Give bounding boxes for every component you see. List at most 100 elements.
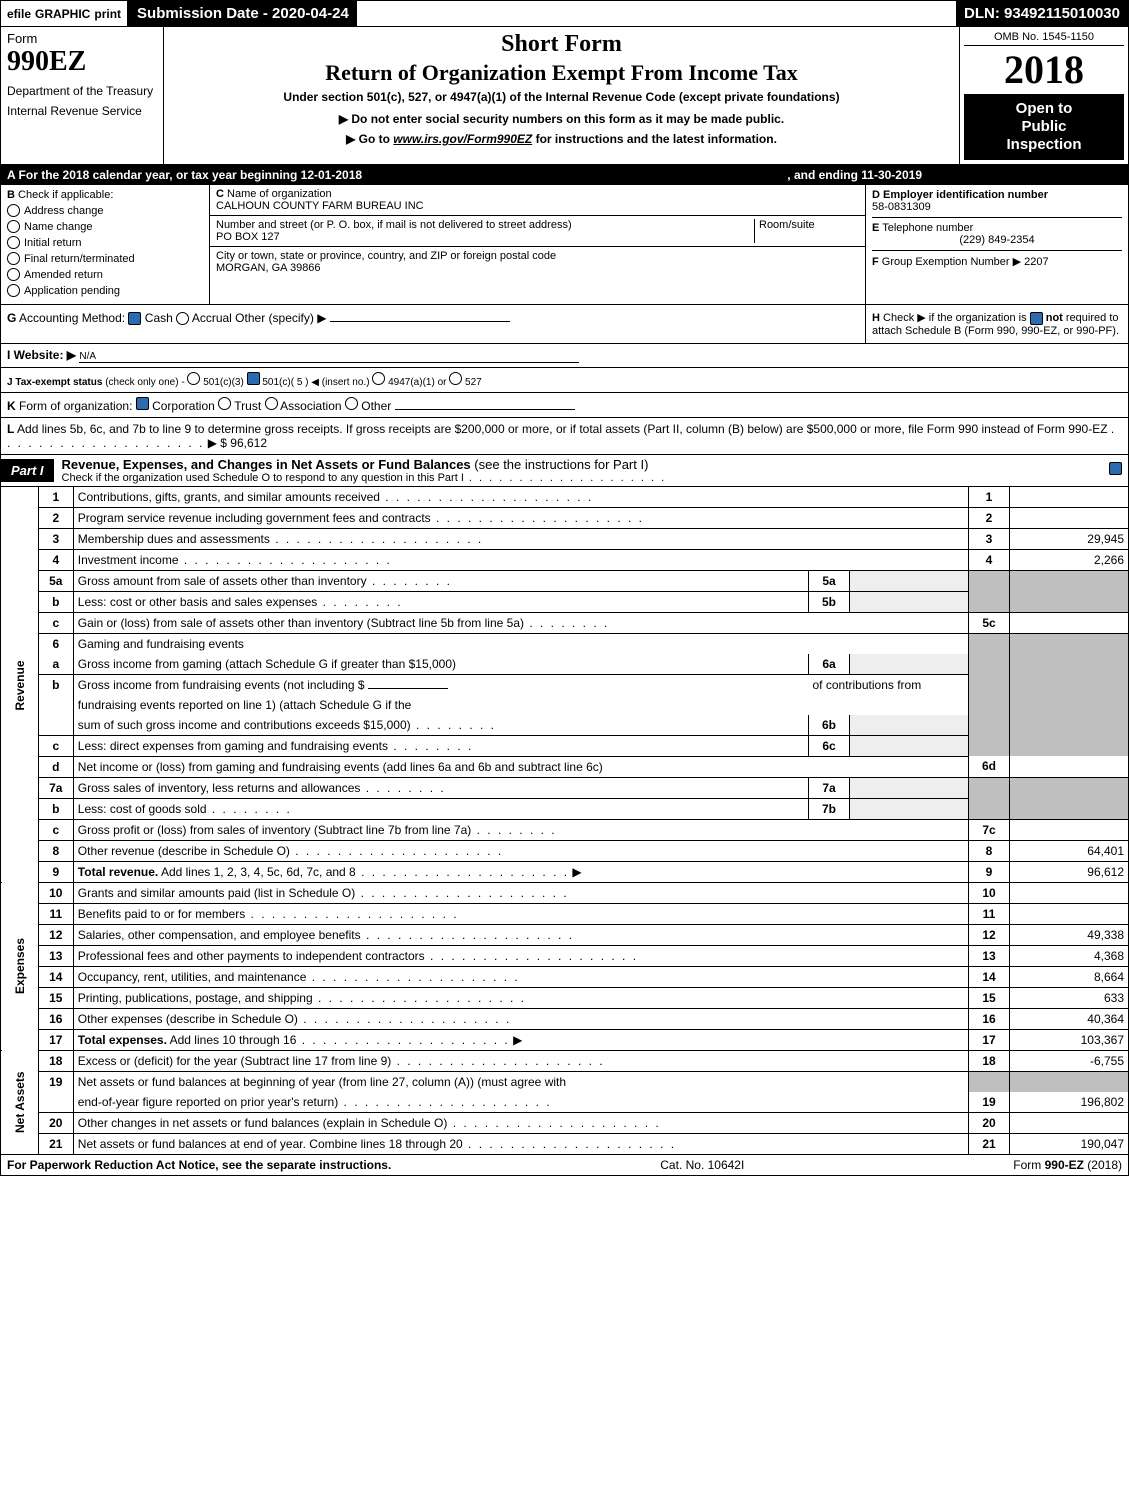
header-left: Form 990EZ Department of the Treasury In…: [1, 27, 164, 164]
ein-value: 58-0831309: [872, 201, 1122, 213]
tax-exempt-status-row: J Tax-exempt status (check only one) - 5…: [0, 368, 1129, 393]
chk-527[interactable]: [449, 372, 462, 385]
h-text: Check ▶ if the organization is: [883, 312, 1030, 324]
chk-name-change[interactable]: Name change: [7, 220, 203, 233]
d-label: D Employer identification number: [872, 189, 1122, 201]
line-5b: b Less: cost or other basis and sales ex…: [1, 591, 1129, 612]
telephone-block: E Telephone number (229) 849-2354: [872, 222, 1122, 251]
l-amount: 96,612: [230, 436, 267, 450]
top-bar: efile GRAPHIC print Submission Date - 20…: [0, 0, 1129, 27]
netassets-side-label: Net Assets: [1, 1050, 39, 1154]
dept-irs: Internal Revenue Service: [7, 104, 157, 118]
goto-post: for instructions and the latest informat…: [532, 132, 777, 146]
efile-link[interactable]: efile GRAPHIC print: [1, 1, 129, 26]
f-label: F: [872, 256, 879, 268]
line-8: 8 Other revenue (describe in Schedule O)…: [1, 840, 1129, 861]
short-form-title: Short Form: [172, 31, 951, 58]
line-6d: d Net income or (loss) from gaming and f…: [1, 756, 1129, 777]
chk-application-pending[interactable]: Application pending: [7, 284, 203, 297]
form-of-org-row: K Form of organization: Corporation Trus…: [0, 393, 1129, 418]
omb-number: OMB No. 1545-1150: [964, 31, 1124, 46]
accounting-label: Accounting Method:: [19, 311, 125, 325]
e-label: E: [872, 222, 879, 234]
chk-final-return[interactable]: Final return/terminated: [7, 252, 203, 265]
line-2: 2 Program service revenue including gove…: [1, 507, 1129, 528]
group-arrow: ▶: [1013, 256, 1021, 268]
form-label: Form: [7, 31, 157, 46]
section-g-h: G Accounting Method: Cash Accrual Other …: [0, 305, 1129, 344]
tax-year-end: , and ending 11-30-2019: [787, 168, 922, 182]
website-value: N/A: [79, 351, 579, 363]
line-4: 4 Investment income 4 2,266: [1, 549, 1129, 570]
other-specify-input[interactable]: [330, 321, 510, 322]
chk-501c[interactable]: [247, 372, 260, 385]
room-suite: Room/suite: [754, 219, 859, 243]
chk-trust[interactable]: [218, 397, 231, 410]
footer-left: For Paperwork Reduction Act Notice, see …: [7, 1158, 391, 1172]
chk-cash[interactable]: [128, 312, 141, 325]
chk-association[interactable]: [265, 397, 278, 410]
page-footer: For Paperwork Reduction Act Notice, see …: [0, 1155, 1129, 1176]
under-section: Under section 501(c), 527, or 4947(a)(1)…: [172, 90, 951, 104]
part-1-checkbox[interactable]: [1103, 460, 1128, 480]
l-label: L: [7, 422, 14, 436]
l-arrow: ▶ $: [208, 436, 227, 450]
entity-mid: C Name of organization CALHOUN COUNTY FA…: [210, 185, 866, 304]
i-label: I Website: ▶: [7, 348, 76, 362]
goto-instructions: ▶ Go to www.irs.gov/Form990EZ for instru…: [172, 132, 951, 146]
line-10: Expenses 10 Grants and similar amounts p…: [1, 882, 1129, 903]
line-6: 6 Gaming and fundraising events: [1, 633, 1129, 654]
line-3: 3 Membership dues and assessments 3 29,9…: [1, 528, 1129, 549]
print-link[interactable]: print: [94, 7, 121, 21]
open-line2: Public: [966, 118, 1122, 136]
line-20: 20 Other changes in net assets or fund b…: [1, 1112, 1129, 1133]
line-15: 15 Printing, publications, postage, and …: [1, 987, 1129, 1008]
k-text: Form of organization:: [19, 399, 132, 413]
open-line3: Inspection: [966, 136, 1122, 154]
chk-other-org[interactable]: [345, 397, 358, 410]
chk-schedule-b[interactable]: [1030, 312, 1043, 325]
line-6b-2: fundraising events reported on line 1) (…: [1, 695, 1129, 715]
dln-label: DLN: 93492115010030: [956, 1, 1128, 26]
chk-501c3[interactable]: [187, 372, 200, 385]
graphic-link[interactable]: GRAPHIC: [35, 7, 90, 21]
line-5c: c Gain or (loss) from sale of assets oth…: [1, 612, 1129, 633]
line-6b-3: sum of such gross income and contributio…: [1, 715, 1129, 736]
line-5a: 5a Gross amount from sale of assets othe…: [1, 570, 1129, 591]
form-number: 990EZ: [7, 46, 157, 78]
line-6c: c Less: direct expenses from gaming and …: [1, 735, 1129, 756]
footer-right: Form 990-EZ (2018): [1013, 1158, 1122, 1172]
group-label: Group Exemption Number: [882, 256, 1010, 268]
org-city: MORGAN, GA 39866: [216, 262, 321, 274]
header-center: Short Form Return of Organization Exempt…: [164, 27, 960, 164]
chk-accrual[interactable]: [176, 312, 189, 325]
chk-amended-return[interactable]: Amended return: [7, 268, 203, 281]
org-address: PO BOX 127: [216, 231, 280, 243]
goto-pre: ▶ Go to: [346, 132, 393, 146]
chk-corporation[interactable]: [136, 397, 149, 410]
chk-4947[interactable]: [372, 372, 385, 385]
section-h: H Check ▶ if the organization is not req…: [865, 305, 1128, 343]
j-note: (check only one) -: [105, 377, 184, 388]
ein-block: D Employer identification number 58-0831…: [872, 189, 1122, 218]
org-name-row: C Name of organization CALHOUN COUNTY FA…: [210, 185, 865, 216]
other-org-input[interactable]: [395, 409, 575, 410]
efile-text: efile: [7, 7, 31, 21]
line-7c: c Gross profit or (loss) from sales of i…: [1, 819, 1129, 840]
goto-link[interactable]: www.irs.gov/Form990EZ: [393, 132, 532, 146]
chk-address-change[interactable]: Address change: [7, 204, 203, 217]
part-1-table: Revenue 1 Contributions, gifts, grants, …: [0, 487, 1129, 1155]
line-6a: a Gross income from gaming (attach Sched…: [1, 654, 1129, 675]
part-1-tag: Part I: [1, 459, 54, 482]
tax-year-row: A For the 2018 calendar year, or tax yea…: [0, 165, 1129, 185]
fundraising-amount-input[interactable]: [368, 688, 448, 689]
line-16: 16 Other expenses (describe in Schedule …: [1, 1008, 1129, 1029]
chk-initial-return[interactable]: Initial return: [7, 236, 203, 249]
tax-year: 2018: [964, 50, 1124, 90]
h-label: H: [872, 312, 880, 324]
footer-mid: Cat. No. 10642I: [391, 1158, 1013, 1172]
accounting-method: G Accounting Method: Cash Accrual Other …: [1, 305, 865, 343]
gross-receipts-row: L Add lines 5b, 6c, and 7b to line 9 to …: [0, 418, 1129, 455]
line-19-b: end-of-year figure reported on prior yea…: [1, 1092, 1129, 1113]
group-exemption-block: F Group Exemption Number ▶ 2207: [872, 255, 1122, 268]
